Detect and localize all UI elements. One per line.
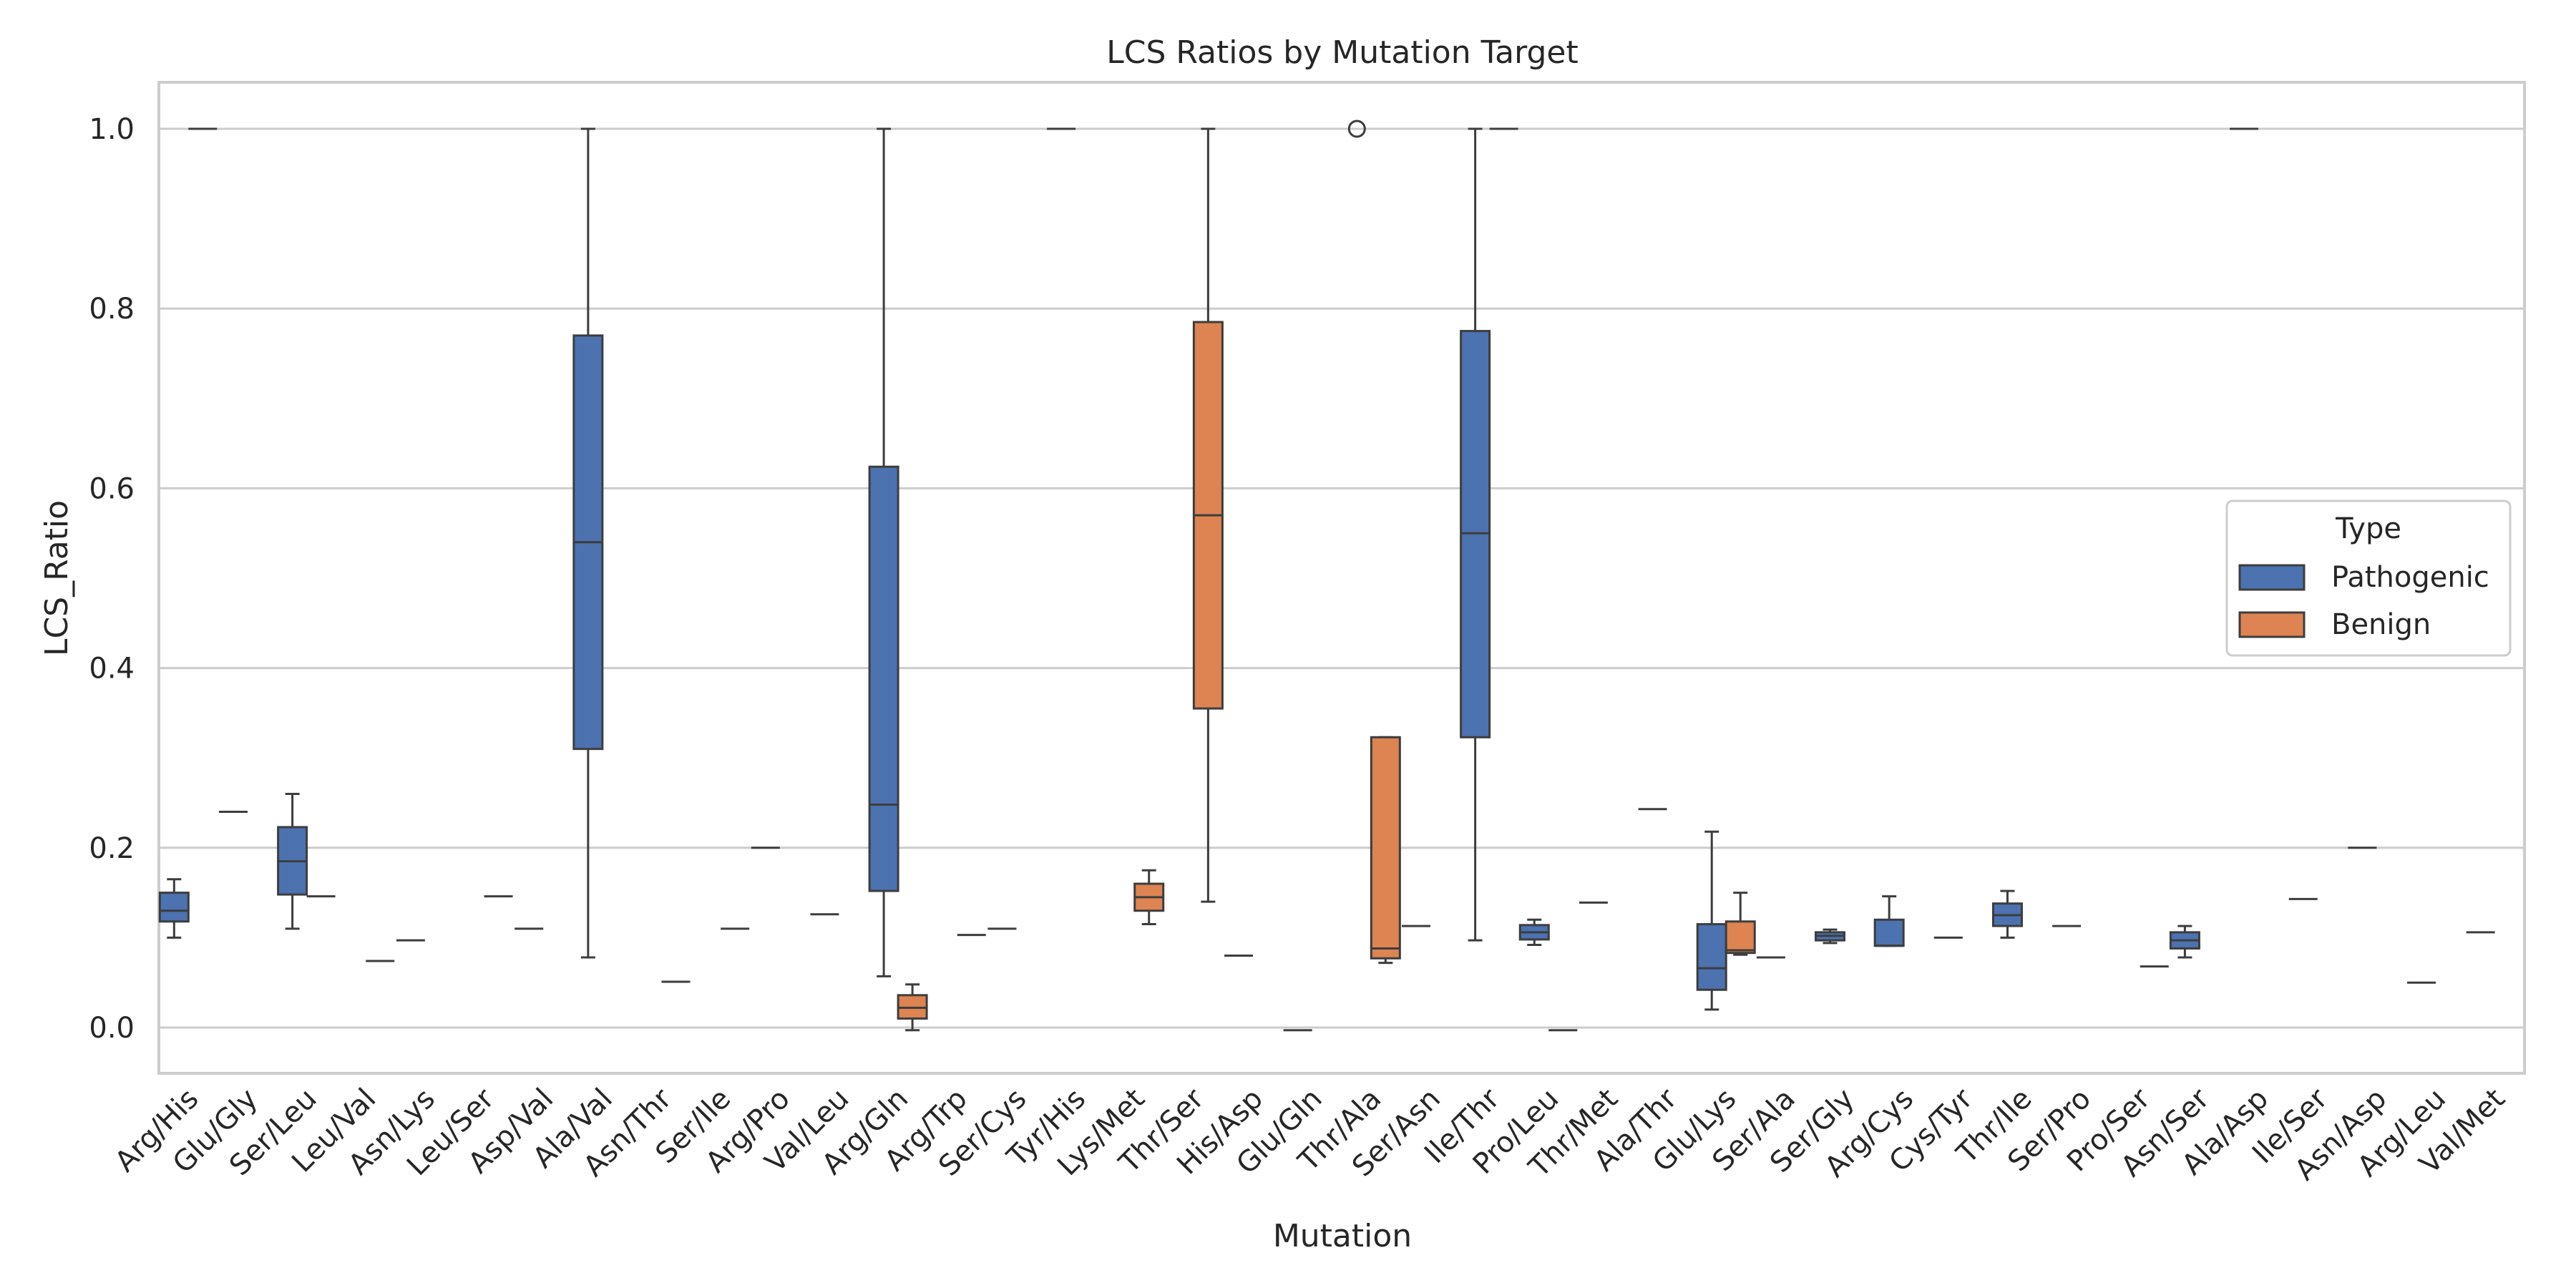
box-pathogenic-ile-thr	[1460, 127, 1491, 942]
outlier-pathogenic-thr-ala-0	[1347, 119, 1366, 138]
legend: Type Pathogenic Benign	[2225, 499, 2512, 657]
gridlines	[159, 127, 2524, 1029]
box-pathogenic-ser-gly	[1815, 928, 1846, 945]
y-tick-label-0-0: 0.0	[89, 1012, 135, 1045]
iqr-box-pathogenic-arg-cys	[1873, 918, 1905, 947]
box-pathogenic-asn-ser	[2169, 924, 2200, 959]
y-tick-label-0-2: 0.2	[89, 832, 135, 865]
x-axis-ticks: Arg/HisGlu/GlySer/LeuLeu/ValAsn/LysLeu/S…	[109, 1082, 2512, 1186]
legend-label-benign: Benign	[2331, 608, 2431, 641]
box-benign-thr-ser	[1192, 127, 1224, 903]
legend-title: Type	[2335, 512, 2401, 545]
legend-label-pathogenic: Pathogenic	[2331, 561, 2489, 594]
box-pathogenic-glu-lys	[1696, 830, 1727, 1011]
box-pathogenic-thr-ile	[1991, 889, 2023, 939]
x-axis-label: Mutation	[1273, 1218, 1412, 1254]
box-benign-thr-ala	[1370, 736, 1401, 965]
y-tick-label-1-0: 1.0	[89, 113, 135, 146]
box-marks	[158, 119, 2495, 1032]
box-pathogenic-thr-ala	[1347, 119, 1366, 138]
box-benign-glu-lys	[1724, 892, 1756, 956]
box-pathogenic-ser-leu	[277, 792, 308, 930]
iqr-box-pathogenic-arg-gln	[868, 465, 899, 892]
legend-swatch-pathogenic	[2238, 564, 2306, 591]
iqr-box-benign-thr-ala	[1370, 736, 1401, 960]
box-pathogenic-ala-val	[572, 127, 604, 959]
y-tick-label-0-6: 0.6	[89, 472, 135, 505]
plot-area-frame	[157, 81, 2526, 1075]
chart-title: LCS Ratios by Mutation Target	[1106, 34, 1578, 71]
box-benign-lys-met	[1133, 869, 1165, 926]
box-pathogenic-arg-his	[158, 878, 190, 939]
box-pathogenic-arg-cys	[1873, 895, 1905, 947]
y-axis-ticks: 0.0 0.2 0.4 0.6 0.8 1.0	[89, 113, 135, 1045]
box-benign-arg-gln	[897, 983, 928, 1032]
box-pathogenic-pro-leu	[1518, 918, 1550, 946]
y-tick-label-0-8: 0.8	[89, 293, 135, 326]
iqr-box-pathogenic-glu-lys	[1696, 923, 1727, 991]
box-pathogenic-arg-gln	[868, 127, 899, 977]
iqr-box-pathogenic-arg-his	[158, 892, 190, 923]
legend-swatch-benign	[2238, 611, 2306, 638]
y-axis-label: LCS_Ratio	[39, 500, 75, 656]
y-tick-label-0-4: 0.4	[89, 653, 135, 686]
iqr-box-benign-glu-lys	[1724, 920, 1756, 955]
